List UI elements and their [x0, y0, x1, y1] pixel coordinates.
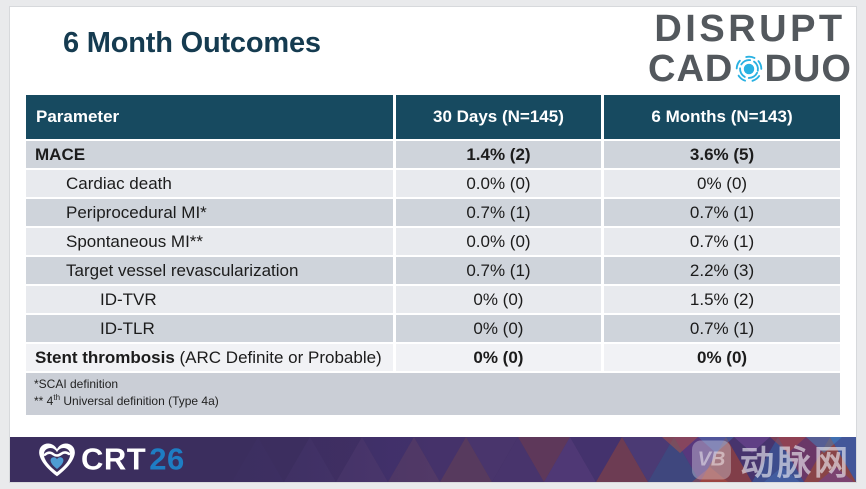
- crt-heart-icon: [39, 443, 75, 476]
- value-30days: 1.4% (2): [395, 141, 602, 168]
- value-30days: 0.7% (1): [395, 257, 602, 284]
- value-6months: 0.7% (1): [604, 228, 840, 255]
- crt-year: 26: [149, 441, 185, 477]
- table-row-id-tvr: ID-TVR 0% (0) 1.5% (2): [26, 286, 840, 313]
- footnote-universal: ** 4th Universal definition (Type 4a): [34, 393, 836, 410]
- value-6months: 1.5% (2): [604, 286, 840, 313]
- parameter-cell: Stent thrombosis (ARC Definite or Probab…: [26, 344, 393, 371]
- value-30days: 0.7% (1): [395, 199, 602, 226]
- column-header-6months: 6 Months (N=143): [604, 95, 840, 139]
- value-30days: 0.0% (0): [395, 228, 602, 255]
- row-label: MACE: [35, 144, 86, 164]
- logo-line1: DISRUPT: [654, 8, 846, 50]
- row-label-rest: Cardiac death: [66, 173, 172, 193]
- crt-text: CRT: [81, 441, 147, 477]
- footnote-scai: *SCAI definition: [34, 377, 119, 391]
- value-6months: 0% (0): [604, 344, 840, 371]
- parameter-cell: Spontaneous MI**: [26, 228, 393, 255]
- row-label-rest: ID-TLR: [100, 318, 155, 338]
- value-6months: 2.2% (3): [604, 257, 840, 284]
- value-30days: 0% (0): [395, 315, 602, 342]
- watermark-text: 动脉网: [740, 444, 851, 482]
- table-row-periprocedural-mi: Periprocedural MI* 0.7% (1) 0.7% (1): [26, 199, 840, 226]
- table-row-id-tlr: ID-TLR 0% (0) 0.7% (1): [26, 315, 840, 342]
- slide-title: 6 Month Outcomes: [63, 27, 321, 59]
- crt26-logo: CRT 26: [36, 441, 185, 478]
- footnote-sup: th: [53, 392, 61, 402]
- footnote-pre: ** 4: [34, 393, 54, 408]
- parameter-cell: ID-TVR: [26, 286, 393, 313]
- parameter-cell: Target vessel revascularization: [26, 257, 393, 284]
- value-6months: 0.7% (1): [604, 199, 840, 226]
- value-30days: 0% (0): [395, 286, 602, 313]
- table-header-row: Parameter 30 Days (N=145) 6 Months (N=14…: [26, 95, 840, 139]
- parameter-cell: Periprocedural MI*: [26, 199, 393, 226]
- sonic-ripple-icon: [735, 55, 763, 83]
- table-row-cardiac-death: Cardiac death 0.0% (0) 0% (0): [26, 170, 840, 197]
- watermark: VB 动脉网: [692, 437, 851, 482]
- mosaic-fade: [176, 437, 436, 482]
- row-label-rest: Target vessel revascularization: [66, 260, 299, 280]
- table-footnote-row: *SCAI definition ** 4th Universal defini…: [26, 373, 840, 415]
- table-row-spontaneous-mi: Spontaneous MI** 0.0% (0) 0.7% (1): [26, 228, 840, 255]
- parameter-cell: Cardiac death: [26, 170, 393, 197]
- slide: 6 Month Outcomes DISRUPT CAD DUO Paramet…: [9, 6, 857, 483]
- outcomes-table: Parameter 30 Days (N=145) 6 Months (N=14…: [23, 93, 843, 417]
- vb-badge-icon: VB: [692, 440, 731, 479]
- footnote-post: Universal definition (Type 4a): [60, 393, 219, 408]
- column-header-30days: 30 Days (N=145): [395, 95, 602, 139]
- row-label-rest: Spontaneous MI**: [66, 231, 204, 251]
- logo-cad-text: CAD: [648, 48, 734, 90]
- parameter-cell: MACE: [26, 141, 393, 168]
- value-6months: 0.7% (1): [604, 315, 840, 342]
- logo-line2: CAD DUO: [648, 50, 852, 88]
- table-row-target-vessel-revascularization: Target vessel revascularization 0.7% (1)…: [26, 257, 840, 284]
- disrupt-cad-duo-logo: DISRUPT CAD DUO: [648, 10, 852, 88]
- table-row-stent-thrombosis: Stent thrombosis (ARC Definite or Probab…: [26, 344, 840, 371]
- value-6months: 0% (0): [604, 170, 840, 197]
- logo-duo-text: DUO: [764, 48, 852, 90]
- row-label: Stent thrombosis: [35, 347, 175, 367]
- value-6months: 3.6% (5): [604, 141, 840, 168]
- value-30days: 0% (0): [395, 344, 602, 371]
- row-label-rest: (ARC Definite or Probable): [174, 347, 382, 367]
- row-label-rest: ID-TVR: [100, 289, 157, 309]
- parameter-cell: ID-TLR: [26, 315, 393, 342]
- table-row-mace: MACE 1.4% (2) 3.6% (5): [26, 141, 840, 168]
- column-header-parameter: Parameter: [26, 95, 393, 139]
- row-label-rest: Periprocedural MI*: [66, 202, 207, 222]
- value-30days: 0.0% (0): [395, 170, 602, 197]
- footnote-block: *SCAI definition ** 4th Universal defini…: [26, 373, 840, 415]
- footer-bar: CRT 26 VB 动脉网: [10, 437, 856, 482]
